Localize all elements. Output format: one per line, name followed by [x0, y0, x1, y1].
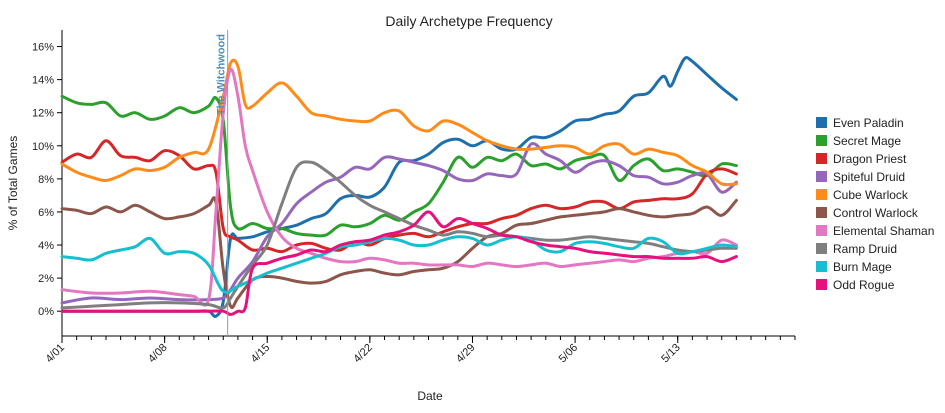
series-layer — [60, 56, 738, 318]
legend-swatch-even-paladin — [816, 117, 827, 128]
x-tick-label: 5/13 — [659, 342, 683, 366]
series-line-control-warlock — [60, 196, 738, 310]
y-tick-label: 8% — [38, 174, 54, 186]
y-tick-label: 4% — [38, 240, 54, 252]
series-line-ramp-druid — [60, 160, 738, 310]
legend-label-ramp-druid: Ramp Druid — [833, 242, 897, 256]
series-line-cube-warlock — [60, 58, 738, 187]
event-label: The Witchwood — [216, 34, 228, 115]
x-tick-label: 5/06 — [557, 342, 581, 366]
y-tick-label: 2% — [38, 273, 54, 285]
series-line-odd-rogue — [60, 210, 738, 316]
y-tick-label: 0% — [38, 306, 54, 318]
x-axis-title: Date — [417, 389, 443, 403]
series-line-secret-mage — [60, 94, 738, 238]
y-tick-label: 10% — [32, 141, 54, 153]
legend-swatch-elemental-shaman — [816, 225, 827, 236]
legend-swatch-burn-mage — [816, 261, 827, 272]
series-line-burn-mage — [60, 235, 738, 294]
legend-label-secret-mage: Secret Mage — [833, 134, 901, 148]
y-tick-label: 14% — [32, 75, 54, 87]
legend-label-cube-warlock: Cube Warlock — [833, 188, 909, 202]
series-line-dragon-priest — [60, 139, 738, 254]
y-axis-title: % of Total Games — [6, 136, 20, 231]
x-tick-label: 4/08 — [146, 342, 170, 366]
series-line-elemental-shaman — [60, 68, 738, 307]
x-tick-label: 4/22 — [351, 342, 375, 366]
legend-label-elemental-shaman: Elemental Shaman — [833, 224, 934, 238]
legend-label-even-paladin: Even Paladin — [833, 116, 904, 130]
x-tick-label: 4/29 — [454, 342, 478, 366]
y-tick-label: 16% — [32, 42, 54, 54]
legend-swatch-cube-warlock — [816, 189, 827, 200]
chart-title: Daily Archetype Frequency — [385, 13, 552, 29]
legend-swatch-dragon-priest — [816, 153, 827, 164]
legend-label-odd-rogue: Odd Rogue — [833, 278, 895, 292]
legend: Even Paladin Secret Mage Dragon Priest Spit… — [816, 116, 934, 292]
legend-label-burn-mage: Burn Mage — [833, 260, 892, 274]
series-line-even-paladin — [60, 56, 738, 318]
legend-label-control-warlock: Control Warlock — [833, 206, 919, 220]
legend-swatch-spiteful-druid — [816, 171, 827, 182]
x-tick-label: 4/15 — [249, 342, 273, 366]
x-tick-label: 4/01 — [43, 342, 67, 366]
y-tick-label: 6% — [38, 207, 54, 219]
legend-swatch-secret-mage — [816, 135, 827, 146]
legend-label-spiteful-druid: Spiteful Druid — [833, 170, 905, 184]
legend-swatch-odd-rogue — [816, 279, 827, 290]
event-layer: The Witchwood — [216, 30, 229, 336]
legend-swatch-ramp-druid — [816, 243, 827, 254]
legend-swatch-control-warlock — [816, 207, 827, 218]
y-tick-label: 12% — [32, 108, 54, 120]
legend-label-dragon-priest: Dragon Priest — [833, 152, 907, 166]
